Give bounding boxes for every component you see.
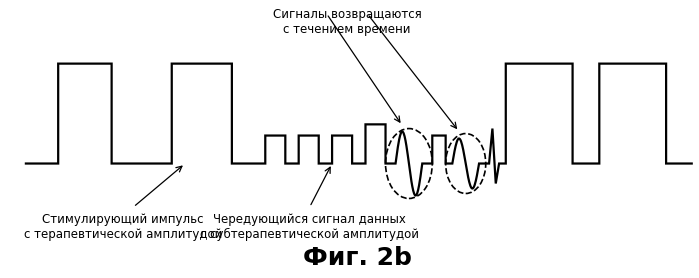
Text: Стимулирующий импульс
с терапевтической амплитудой: Стимулирующий импульс с терапевтической …: [24, 213, 222, 240]
Text: Сигналы возвращаются
с течением времени: Сигналы возвращаются с течением времени: [273, 8, 421, 36]
Text: Чередующийся сигнал данных
с субтерапевтической амплитудой: Чередующийся сигнал данных с субтерапевт…: [200, 213, 419, 241]
Text: Фиг. 2b: Фиг. 2b: [303, 246, 412, 270]
